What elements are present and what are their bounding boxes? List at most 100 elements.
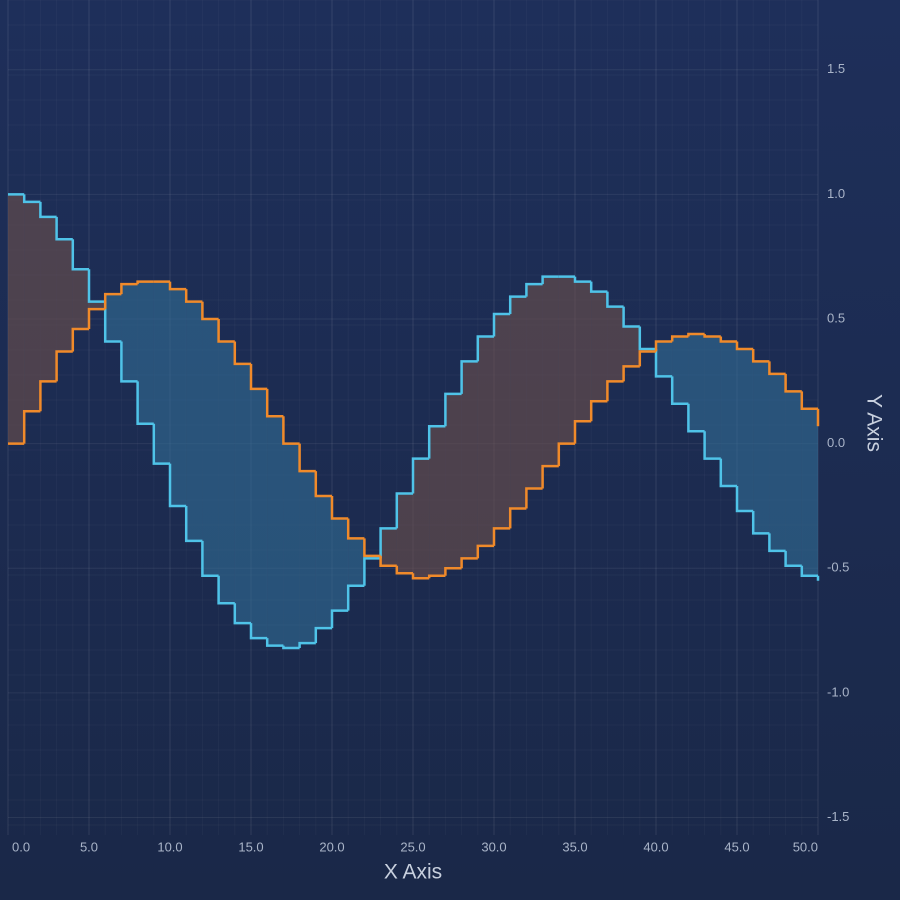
band-fill <box>348 538 365 586</box>
step-line <box>136 280 154 285</box>
step-line <box>541 464 559 489</box>
band-fill <box>315 496 332 629</box>
band-fill <box>24 201 41 412</box>
step-line <box>460 360 478 394</box>
band-fill <box>380 528 397 566</box>
step-line <box>233 603 251 625</box>
band-fill <box>769 373 786 551</box>
band-fill <box>332 518 349 611</box>
step-line <box>508 507 527 529</box>
band-fill <box>56 239 73 352</box>
step-line <box>476 335 494 362</box>
step-line <box>282 645 300 650</box>
x-tick-label: 20.0 <box>319 839 344 854</box>
band-fill <box>753 361 770 534</box>
step-line <box>120 282 138 295</box>
step-line <box>314 471 332 498</box>
band-fill <box>477 336 494 546</box>
band-fill <box>218 341 235 604</box>
step-line <box>654 348 673 378</box>
step-line <box>784 373 802 393</box>
y-tick-label: 1.0 <box>827 186 845 201</box>
step-line <box>508 295 527 315</box>
band-fill <box>575 281 592 422</box>
step-line <box>136 381 154 425</box>
step-line <box>249 363 268 391</box>
step-line <box>120 341 138 383</box>
step-line <box>800 391 818 411</box>
band-fill <box>105 294 122 342</box>
x-axis-title: X Axis <box>384 861 442 884</box>
step-line <box>427 574 446 579</box>
band-fill <box>413 458 430 579</box>
band-fill <box>656 341 673 377</box>
step-line <box>427 424 446 459</box>
band-fill <box>704 336 721 459</box>
y-tick-label: 1.5 <box>827 61 845 76</box>
band-fill <box>801 408 818 576</box>
step-line <box>22 410 41 444</box>
step-line <box>363 538 381 558</box>
step-line <box>71 239 89 271</box>
step-line <box>298 641 316 649</box>
band-fill <box>672 336 689 404</box>
y-tick-label: 0.5 <box>827 310 845 325</box>
band-fill <box>283 443 300 649</box>
step-line <box>573 276 592 283</box>
x-tick-label: 0.0 <box>12 839 30 854</box>
band-fill <box>542 276 559 467</box>
x-tick-label: 30.0 <box>481 839 506 854</box>
band-fill <box>170 289 187 506</box>
step-line <box>525 282 543 297</box>
step-line <box>719 336 737 343</box>
step-line <box>589 281 608 293</box>
band-fill <box>607 306 624 382</box>
step-line <box>622 306 640 328</box>
step-line <box>492 527 511 546</box>
step-line <box>670 376 689 406</box>
y-tick-label: -0.5 <box>827 560 849 575</box>
step-line <box>606 291 624 308</box>
band-fill <box>688 334 705 432</box>
y-tick-label: 0.0 <box>827 435 845 450</box>
step-line <box>168 463 187 508</box>
band-fill <box>737 348 754 511</box>
step-line <box>314 626 332 644</box>
step-line <box>330 609 349 629</box>
step-line <box>265 638 284 647</box>
y-axis-title: Y Axis <box>862 394 885 452</box>
step-line <box>476 544 494 559</box>
band-fill <box>40 216 57 382</box>
band-fill <box>121 284 138 382</box>
band-fill <box>510 296 527 509</box>
step-line <box>346 518 365 540</box>
x-tick-label: 10.0 <box>157 839 182 854</box>
step-line <box>363 557 381 586</box>
band-fill <box>267 416 284 646</box>
band-fill <box>186 301 203 541</box>
step-line <box>589 400 608 422</box>
step-line <box>768 361 786 376</box>
step-line <box>411 457 430 494</box>
step-line <box>751 348 770 363</box>
step-line <box>55 216 73 241</box>
band-fill <box>445 393 462 569</box>
step-line <box>784 550 802 568</box>
step-line <box>638 350 656 367</box>
step-line <box>541 275 559 285</box>
step-line <box>606 380 624 402</box>
step-line <box>460 557 478 569</box>
step-line <box>201 301 219 321</box>
band-fill <box>89 301 106 310</box>
step-line <box>265 388 284 418</box>
band-fill <box>461 361 478 559</box>
step-line <box>55 350 73 382</box>
step-line <box>249 623 268 640</box>
step-line <box>168 281 187 291</box>
band-fill <box>526 284 543 489</box>
step-line <box>184 505 203 543</box>
step-line <box>379 555 397 568</box>
step-line <box>71 327 89 352</box>
y-tick-label: -1.0 <box>827 684 849 699</box>
